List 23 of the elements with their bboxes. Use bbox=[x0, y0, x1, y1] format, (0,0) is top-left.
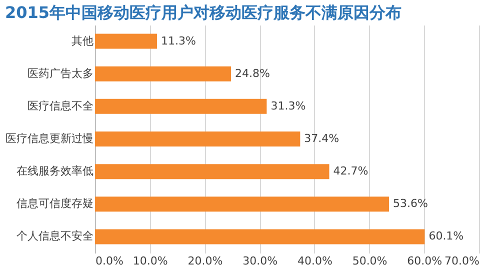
y-tick-label: 在线服务效率低 bbox=[16, 164, 94, 178]
y-tick-label: 信息可信度存疑 bbox=[16, 197, 94, 210]
data-label: 53.6% bbox=[393, 197, 428, 210]
y-tick-label: 医药广告太多 bbox=[28, 66, 94, 80]
data-label: 60.1% bbox=[428, 230, 464, 243]
y-tick-label: 个人信息不安全 bbox=[16, 230, 94, 243]
data-label: 24.8% bbox=[235, 66, 270, 80]
x-tick-label: 40.0% bbox=[297, 254, 332, 268]
y-tick-label: 医疗信息不全 bbox=[28, 99, 94, 112]
data-label: 37.4% bbox=[304, 132, 340, 145]
chart-title: 2015年中国移动医疗用户对移动医疗服务不满原因分布 bbox=[5, 3, 402, 22]
x-tick-label: 30.0% bbox=[242, 254, 278, 268]
y-tick-label: 其他 bbox=[72, 34, 94, 48]
data-label: 11.3% bbox=[160, 34, 196, 48]
x-tick-label: 50.0% bbox=[352, 254, 388, 268]
x-tick-label: 70.0% bbox=[444, 254, 480, 268]
y-tick-label: 医疗信息更新过慢 bbox=[6, 132, 94, 145]
x-tick-label: 20.0% bbox=[188, 254, 223, 268]
x-tick-label: 10.0% bbox=[132, 254, 168, 268]
x-tick-label: 60.0% bbox=[407, 254, 442, 268]
x-tick-label: 0.0% bbox=[96, 254, 124, 268]
data-label: 31.3% bbox=[270, 99, 306, 112]
data-label: 42.7% bbox=[333, 164, 368, 178]
